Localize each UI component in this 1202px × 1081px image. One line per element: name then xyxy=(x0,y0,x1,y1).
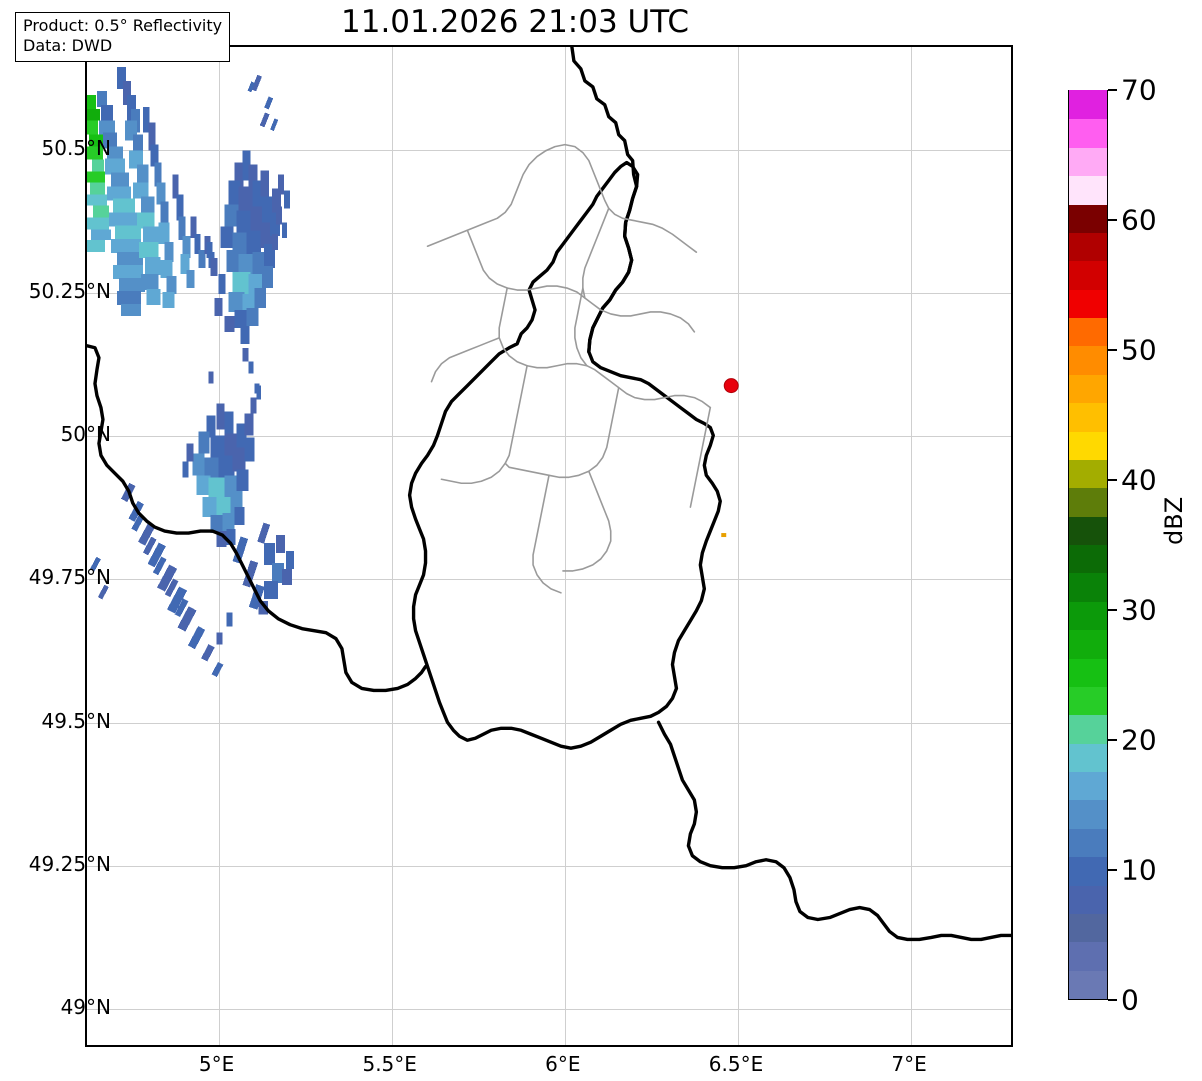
gridline-vertical xyxy=(564,47,566,1045)
orange-echo-pixel xyxy=(721,533,727,538)
colorbar-tick-mark xyxy=(1108,999,1117,1001)
border-southeast xyxy=(656,720,1011,942)
colorbar-band xyxy=(1069,515,1107,545)
colorbar-band xyxy=(1069,600,1107,631)
colorbar[interactable] xyxy=(1068,89,1108,1000)
colorbar-band xyxy=(1069,203,1107,233)
gridline-horizontal xyxy=(87,150,1011,152)
colorbar-band xyxy=(1069,402,1107,432)
colorbar-band xyxy=(1069,175,1107,205)
colorbar-band xyxy=(1069,288,1107,318)
y-tick-label-0: 50.5°N xyxy=(41,136,112,161)
colorbar-band xyxy=(1069,89,1107,120)
colorbar-band xyxy=(1069,118,1107,148)
border-luxembourg xyxy=(407,160,722,750)
colorbar-band xyxy=(1069,714,1107,744)
y-tick-label-5: 49.25°N xyxy=(28,851,111,876)
colorbar-tick-mark xyxy=(1108,479,1117,481)
gridline-horizontal xyxy=(87,436,1011,438)
gridline-horizontal xyxy=(87,579,1011,581)
colorbar-band xyxy=(1069,742,1107,772)
echo-cluster-south xyxy=(182,385,262,547)
echo-streaks-north xyxy=(247,74,279,131)
colorbar-band xyxy=(1069,969,1107,999)
colorbar-band xyxy=(1069,345,1107,375)
colorbar-band xyxy=(1069,430,1107,460)
radar-site-marker xyxy=(723,378,739,394)
borders-layer xyxy=(87,47,1011,942)
colorbar-tick-mark xyxy=(1108,349,1117,351)
colorbar-tick-mark xyxy=(1108,609,1117,611)
colorbar-band xyxy=(1069,487,1107,517)
colorbar-tick-label-7: 0 xyxy=(1121,983,1139,1017)
page-title: 11.01.2026 21:03 UTC xyxy=(341,4,689,40)
info-data-line: Data: DWD xyxy=(23,36,113,56)
colorbar-band xyxy=(1069,941,1107,971)
y-tick-label-6: 49°N xyxy=(60,994,111,1019)
colorbar-band xyxy=(1069,657,1107,687)
colorbar-band xyxy=(1069,799,1107,829)
y-tick-label-2: 50°N xyxy=(60,422,111,447)
colorbar-band xyxy=(1069,260,1107,290)
echo-streaks-central-east xyxy=(272,174,291,251)
colorbar-tick-mark xyxy=(1108,89,1117,91)
colorbar-band xyxy=(1069,912,1107,943)
radar-reflectivity-layer xyxy=(87,66,295,678)
echo-cluster-central xyxy=(206,150,282,344)
echo-cluster-nw xyxy=(87,66,215,316)
colorbar-band xyxy=(1069,827,1107,858)
colorbar-band xyxy=(1069,146,1107,177)
colorbar-tick-label-3: 40 xyxy=(1121,463,1157,497)
colorbar-tick-mark xyxy=(1108,869,1117,871)
x-tick-label-3: 6.5°E xyxy=(708,1052,764,1076)
colorbar-band xyxy=(1069,231,1107,262)
markers-layer xyxy=(721,378,739,538)
colorbar-band xyxy=(1069,373,1107,404)
echo-band-southwest xyxy=(89,482,224,678)
colorbar-band xyxy=(1069,770,1107,801)
colorbar-band xyxy=(1069,685,1107,716)
border-southwest xyxy=(87,344,428,693)
gridline-horizontal xyxy=(87,1008,1011,1010)
echo-specks xyxy=(208,347,260,394)
gridline-horizontal xyxy=(87,865,1011,867)
colorbar-tick-label-2: 50 xyxy=(1121,333,1157,367)
canton-boundaries xyxy=(426,143,712,594)
gridline-horizontal xyxy=(87,293,1011,295)
gridline-vertical xyxy=(391,47,393,1045)
colorbar-tick-label-6: 10 xyxy=(1121,853,1157,887)
colorbar-tick-label-4: 30 xyxy=(1121,593,1157,627)
x-tick-label-1: 5.5°E xyxy=(362,1052,417,1076)
colorbar-band xyxy=(1069,543,1107,574)
y-tick-label-3: 49.75°N xyxy=(28,565,111,590)
colorbar-tick-label-1: 60 xyxy=(1121,203,1157,237)
colorbar-band xyxy=(1069,629,1107,659)
info-box: Product: 0.5° Reflectivity Data: DWD xyxy=(15,12,231,62)
y-tick-label-1: 50.25°N xyxy=(28,279,111,304)
colorbar-band xyxy=(1069,884,1107,914)
colorbar-title: dBZ xyxy=(1160,496,1188,545)
x-tick-label-0: 5°E xyxy=(198,1052,235,1076)
x-tick-label-2: 6°E xyxy=(545,1052,581,1076)
y-tick-label-4: 49.5°N xyxy=(41,708,112,733)
colorbar-band xyxy=(1069,856,1107,886)
gridline-vertical xyxy=(911,47,913,1045)
colorbar-tick-mark xyxy=(1108,219,1117,221)
colorbar-band xyxy=(1069,572,1107,602)
colorbar-tick-label-5: 20 xyxy=(1121,723,1157,757)
info-product-line: Product: 0.5° Reflectivity xyxy=(23,16,223,35)
map-clip xyxy=(87,47,1011,1045)
colorbar-tick-label-0: 70 xyxy=(1121,73,1157,107)
x-tick-label-4: 7°E xyxy=(891,1052,927,1076)
map-vector-layer xyxy=(87,47,1011,942)
colorbar-band xyxy=(1069,316,1107,347)
gridline-horizontal xyxy=(87,722,1011,724)
colorbar-band xyxy=(1069,458,1107,489)
gridline-vertical xyxy=(737,47,739,1045)
colorbar-tick-mark xyxy=(1108,739,1117,741)
map-plot-area[interactable] xyxy=(85,45,1013,1047)
